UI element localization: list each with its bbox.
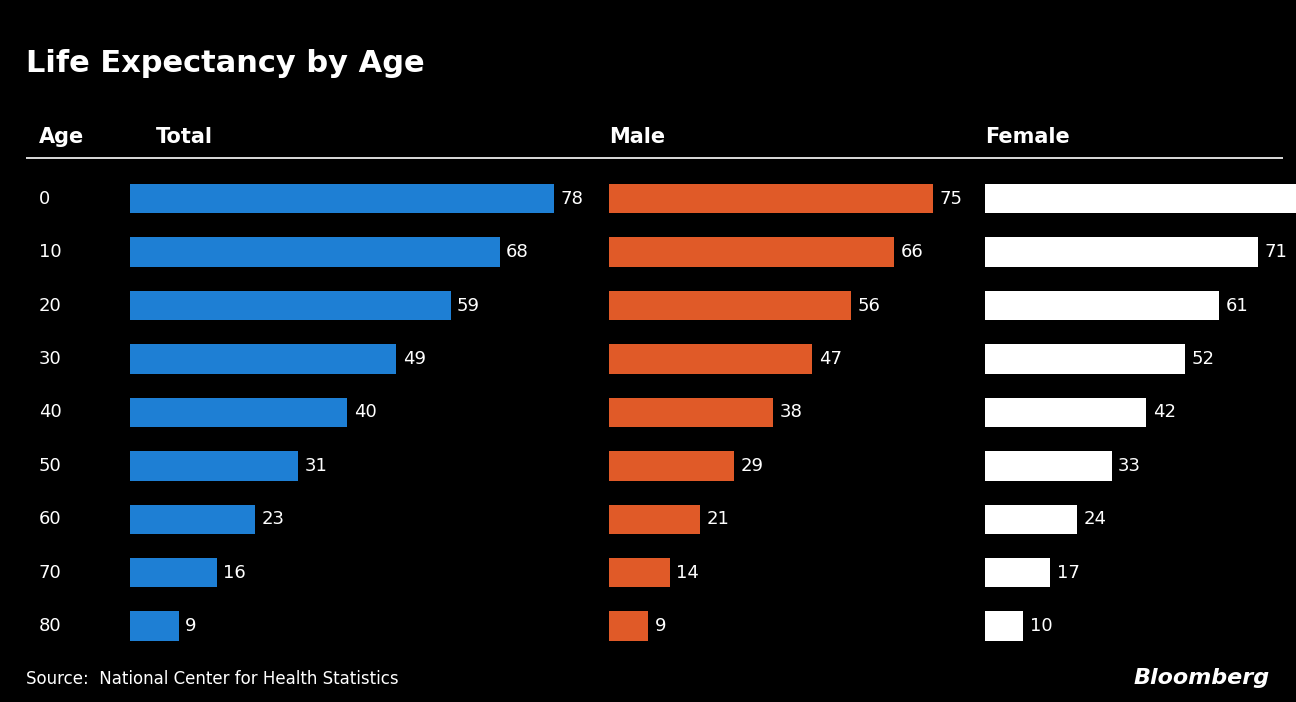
Bar [130, 558, 216, 588]
Bar [985, 505, 1077, 534]
Text: 16: 16 [223, 564, 246, 582]
Text: 50: 50 [39, 457, 62, 475]
Bar [609, 237, 894, 267]
Text: Total: Total [156, 128, 213, 147]
Text: 9: 9 [654, 617, 666, 635]
Bar [985, 184, 1296, 213]
Bar [609, 611, 648, 641]
Text: 14: 14 [677, 564, 699, 582]
Text: 61: 61 [1226, 296, 1248, 314]
Bar [130, 505, 255, 534]
Text: Bloomberg: Bloomberg [1134, 668, 1270, 688]
Text: 29: 29 [741, 457, 763, 475]
Bar [609, 398, 774, 427]
Text: 59: 59 [457, 296, 480, 314]
Bar [130, 184, 553, 213]
Text: 21: 21 [706, 510, 730, 529]
Text: 23: 23 [262, 510, 284, 529]
Bar [985, 611, 1024, 641]
Text: 78: 78 [560, 190, 583, 208]
Text: 9: 9 [185, 617, 197, 635]
Text: Male: Male [609, 128, 665, 147]
Text: 52: 52 [1191, 350, 1214, 368]
Bar [609, 558, 670, 588]
Text: 70: 70 [39, 564, 62, 582]
Bar [130, 344, 397, 373]
Bar [985, 291, 1220, 320]
Text: 33: 33 [1118, 457, 1142, 475]
Bar [609, 291, 851, 320]
Text: Age: Age [39, 128, 84, 147]
Bar [985, 451, 1112, 481]
Bar [985, 344, 1185, 373]
Text: Life Expectancy by Age: Life Expectancy by Age [26, 49, 425, 78]
Text: 38: 38 [780, 404, 802, 421]
Bar [609, 184, 933, 213]
Text: 75: 75 [940, 190, 963, 208]
Bar [985, 398, 1146, 427]
Bar [130, 398, 347, 427]
Text: 20: 20 [39, 296, 62, 314]
Text: 17: 17 [1056, 564, 1080, 582]
Text: 40: 40 [39, 404, 62, 421]
Text: Source:  National Center for Health Statistics: Source: National Center for Health Stati… [26, 670, 399, 688]
Text: Female: Female [985, 128, 1069, 147]
Bar [130, 237, 499, 267]
Text: 60: 60 [39, 510, 61, 529]
Bar [130, 291, 451, 320]
Bar [130, 611, 179, 641]
Bar [130, 451, 298, 481]
Text: 10: 10 [1030, 617, 1052, 635]
Bar [985, 558, 1050, 588]
Text: 80: 80 [39, 617, 61, 635]
Text: 0: 0 [39, 190, 51, 208]
Bar [609, 505, 700, 534]
Text: 71: 71 [1264, 243, 1287, 261]
Text: 42: 42 [1152, 404, 1175, 421]
Bar [609, 344, 813, 373]
Text: 30: 30 [39, 350, 62, 368]
Text: 40: 40 [354, 404, 376, 421]
Text: 47: 47 [819, 350, 841, 368]
Text: 31: 31 [305, 457, 328, 475]
Bar [985, 237, 1257, 267]
Text: 10: 10 [39, 243, 61, 261]
Bar [609, 451, 735, 481]
Text: 68: 68 [505, 243, 529, 261]
Text: 24: 24 [1083, 510, 1107, 529]
Text: 49: 49 [403, 350, 425, 368]
Text: 66: 66 [901, 243, 924, 261]
Text: 56: 56 [858, 296, 880, 314]
